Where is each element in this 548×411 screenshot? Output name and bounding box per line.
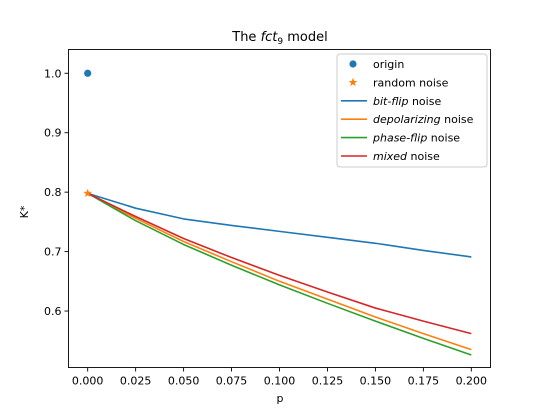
x-tick-label: 0.000: [72, 375, 104, 388]
y-tick-label: 1.0: [44, 67, 62, 80]
legend-label: phase-flip noise: [372, 132, 460, 145]
y-tick-label: 0.6: [44, 305, 62, 318]
legend-marker-random-noise: [348, 77, 358, 87]
x-tick-label: 0.100: [264, 375, 296, 388]
y-tick-label: 0.7: [44, 246, 62, 259]
series-line-bit-flip: [87, 192, 472, 258]
point-random-noise: [83, 188, 93, 198]
legend-label-italic: depolarizing: [373, 113, 441, 126]
legend-label-suffix: noise: [427, 132, 460, 145]
x-tick-label: 0.075: [216, 375, 248, 388]
legend-marker-origin: [349, 60, 357, 68]
y-axis-label: K*: [18, 205, 31, 218]
legend-label-italic: bit-flip: [373, 95, 408, 108]
title-italic: fct: [261, 30, 279, 45]
x-tick-label: 0.025: [120, 375, 152, 388]
legend-label: mixed noise: [373, 150, 440, 163]
plot-area: 0.000 0.025 0.050 0.075 0.100 0.125 0.150 0.175…: [44, 49, 491, 388]
legend-box: [336, 53, 488, 168]
point-origin: [84, 69, 92, 77]
x-tick-label: 0.125: [312, 375, 344, 388]
x-axis-label: p: [277, 392, 284, 405]
y-tick-label: 0.8: [44, 186, 62, 199]
legend-label-italic: phase-flip: [372, 132, 427, 145]
series-line-mixed: [87, 192, 472, 335]
y-tick-label: 0.9: [44, 127, 62, 140]
title-prefix: The: [231, 30, 260, 45]
legend-label-suffix: noise: [408, 95, 441, 108]
x-tick-label: 0.175: [408, 375, 440, 388]
legend-label-suffix: noise: [441, 113, 474, 126]
legend-label-suffix: noise: [407, 150, 440, 163]
legend-label: bit-flip noise: [373, 95, 441, 108]
x-tick-label: 0.150: [360, 375, 392, 388]
legend-label-italic: mixed: [373, 150, 408, 163]
series-line-depolarizing: [87, 192, 472, 351]
legend-label: random noise: [373, 76, 449, 89]
x-tick-label: 0.050: [168, 375, 200, 388]
series-line-phase-flip: [87, 192, 472, 356]
x-tick-label: 0.200: [456, 375, 488, 388]
legend-label: origin: [373, 58, 404, 71]
chart-title: The fct9 model: [231, 30, 328, 47]
legend-label: depolarizing noise: [373, 113, 474, 126]
title-subscript: 9: [277, 37, 283, 47]
title-suffix: model: [283, 30, 328, 45]
